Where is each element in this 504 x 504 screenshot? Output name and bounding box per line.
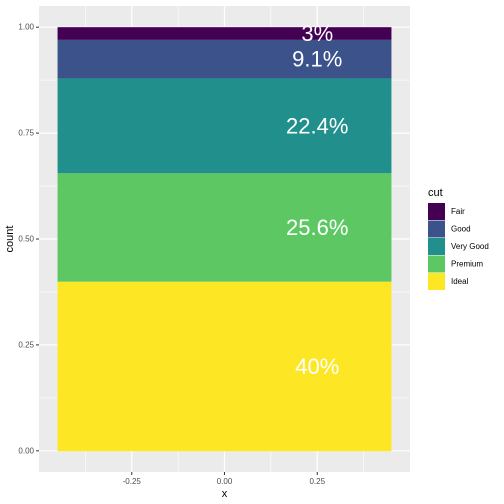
x-axis-title: x xyxy=(222,488,228,500)
y-axis-ticks: 0.00 0.25 0.50 0.75 1.00 xyxy=(18,23,39,455)
legend-swatch-premium xyxy=(428,255,445,273)
data-label-premium: 25.6% xyxy=(286,215,348,240)
x-axis-ticks: -0.25 0.00 0.25 xyxy=(123,472,326,486)
legend-label-fair: Fair xyxy=(451,207,465,216)
y-tick-label: 0.25 xyxy=(18,340,34,349)
data-label-ideal: 40% xyxy=(295,354,339,379)
y-tick-label: 0.00 xyxy=(18,446,34,455)
bar-segment-fair xyxy=(57,27,392,40)
data-labels: 3%9.1% 22.4% 25.6% 40% xyxy=(286,21,348,379)
data-label-very-good: 22.4% xyxy=(286,113,348,138)
legend-items: Fair Good Very Good Premium Ideal xyxy=(428,203,489,290)
y-axis-title: count xyxy=(4,226,16,253)
legend-label-premium: Premium xyxy=(451,260,483,269)
legend-swatch-fair xyxy=(428,203,445,220)
legend-label-ideal: Ideal xyxy=(451,277,469,286)
y-tick-label: 1.00 xyxy=(18,23,34,32)
legend-swatch-very-good xyxy=(428,238,445,255)
legend-swatch-good xyxy=(428,220,445,238)
legend-title: cut xyxy=(428,187,443,199)
bar-segment-good xyxy=(57,39,392,79)
y-tick-label: 0.75 xyxy=(18,129,34,138)
bar-segment-very-good xyxy=(57,78,392,174)
legend-label-good: Good xyxy=(451,225,471,234)
legend-swatch-ideal xyxy=(428,273,445,290)
x-tick-label: 0.00 xyxy=(217,477,233,486)
bar-segment-ideal xyxy=(57,281,392,452)
x-tick-label: 0.25 xyxy=(309,477,325,486)
data-label-good: 9.1% xyxy=(292,47,342,72)
legend: cut Fair Good Very Good Premium Ideal xyxy=(428,187,489,290)
x-tick-label: -0.25 xyxy=(123,477,142,486)
y-tick-label: 0.50 xyxy=(18,235,34,244)
data-label-fair: 3% xyxy=(301,21,333,46)
bar-segment-premium xyxy=(57,173,392,282)
bar-segments xyxy=(57,27,392,452)
legend-label-very-good: Very Good xyxy=(451,242,489,251)
